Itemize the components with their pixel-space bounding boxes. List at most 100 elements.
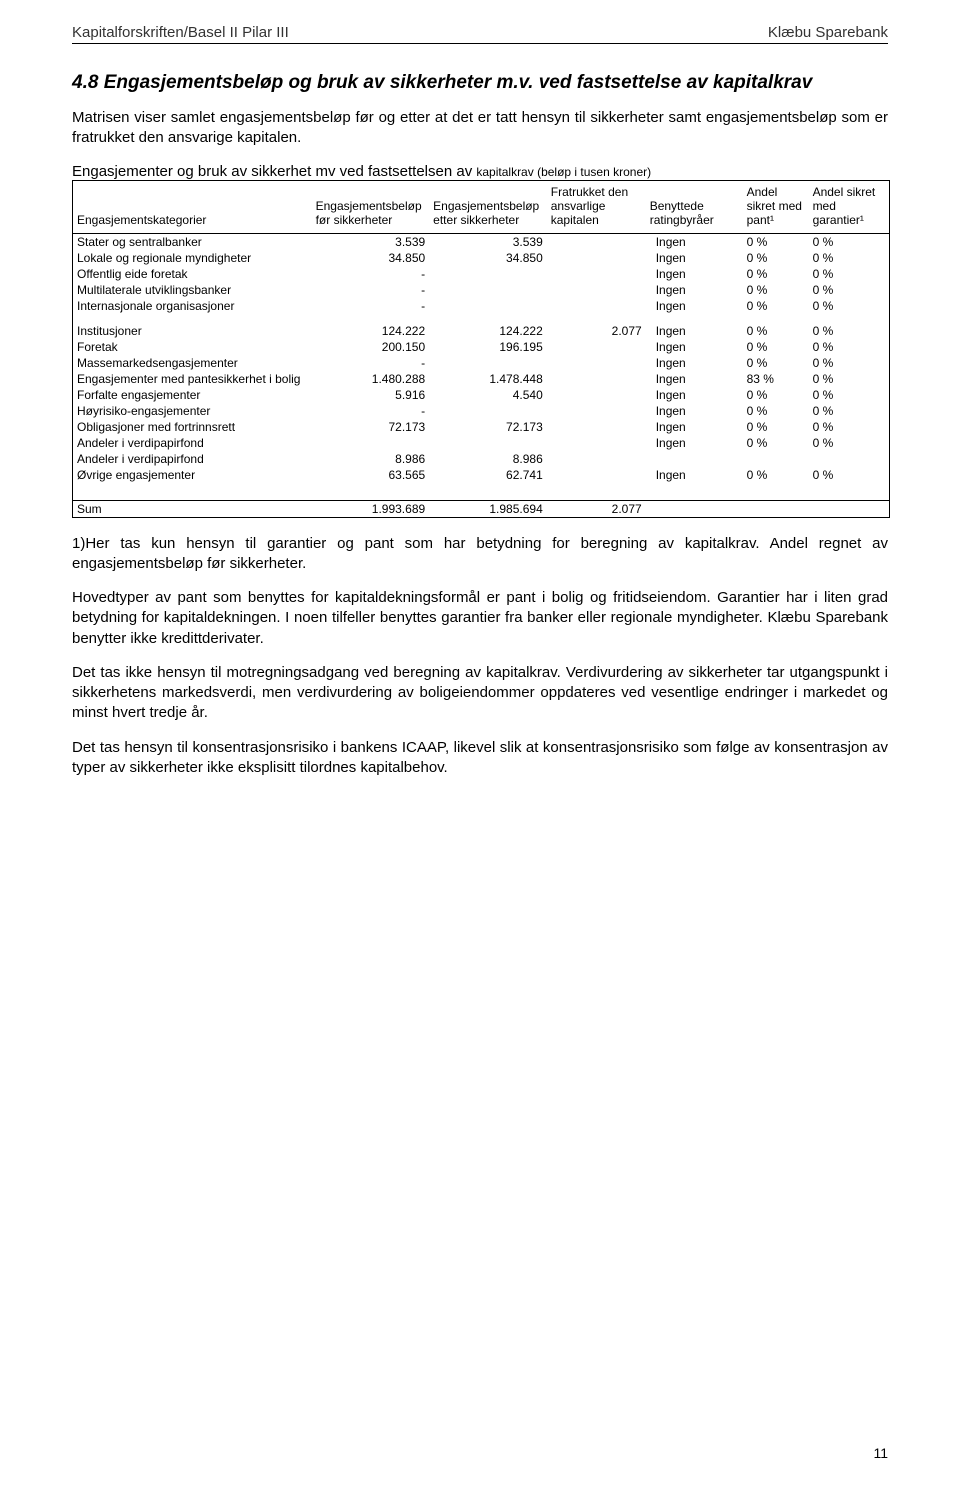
section-title: 4.8 Engasjementsbeløp og bruk av sikkerh… bbox=[72, 72, 888, 94]
cell-before: 8.986 bbox=[312, 451, 430, 467]
sum-label: Sum bbox=[73, 500, 312, 517]
page-number: 11 bbox=[873, 1445, 888, 1461]
cell-rating: Ingen bbox=[646, 250, 743, 266]
cell-after: 124.222 bbox=[429, 314, 547, 339]
table-sum-row: Sum1.993.6891.985.6942.077 bbox=[73, 500, 889, 517]
cell-pant: 0 % bbox=[743, 233, 809, 250]
table-row: Andeler i verdipapirfond8.9868.986 bbox=[73, 451, 889, 467]
cell-rating: Ingen bbox=[646, 339, 743, 355]
col-before: Engasjementsbeløp før sikkerheter bbox=[312, 181, 430, 234]
cell-before: 34.850 bbox=[312, 250, 430, 266]
cell-category: Internasjonale organisasjoner bbox=[73, 298, 312, 314]
sum-after: 1.985.694 bbox=[429, 500, 547, 517]
cell-deducted bbox=[547, 467, 646, 483]
cell-before bbox=[312, 435, 430, 451]
cell-pant bbox=[743, 451, 809, 467]
cell-pant: 0 % bbox=[743, 314, 809, 339]
table-row: Engasjementer med pantesikkerhet i bolig… bbox=[73, 371, 889, 387]
cell-after: 196.195 bbox=[429, 339, 547, 355]
cell-deducted bbox=[547, 250, 646, 266]
paragraph-2: Hovedtyper av pant som benyttes for kapi… bbox=[72, 588, 888, 649]
cell-deducted bbox=[547, 339, 646, 355]
table-row: Lokale og regionale myndigheter34.85034.… bbox=[73, 250, 889, 266]
cell-rating: Ingen bbox=[646, 298, 743, 314]
cell-pant: 0 % bbox=[743, 435, 809, 451]
table-row: Internasjonale organisasjoner-Ingen0 %0 … bbox=[73, 298, 889, 314]
cell-garantier: 0 % bbox=[809, 298, 889, 314]
cell-after: 3.539 bbox=[429, 233, 547, 250]
table-row: Stater og sentralbanker3.5393.539Ingen0 … bbox=[73, 233, 889, 250]
cell-garantier: 0 % bbox=[809, 387, 889, 403]
col-garantier: Andel sikret med garantier¹ bbox=[809, 181, 889, 234]
cell-before: - bbox=[312, 266, 430, 282]
cell-category: Andeler i verdipapirfond bbox=[73, 435, 312, 451]
cell-deducted bbox=[547, 355, 646, 371]
cell-category: Engasjementer med pantesikkerhet i bolig bbox=[73, 371, 312, 387]
cell-pant: 0 % bbox=[743, 387, 809, 403]
cell-deducted bbox=[547, 233, 646, 250]
cell-category: Foretak bbox=[73, 339, 312, 355]
cell-deducted bbox=[547, 403, 646, 419]
col-deducted: Fratrukket den ansvarlige kapitalen bbox=[547, 181, 646, 234]
table-caption-small: kapitalkrav (beløp i tusen kroner) bbox=[476, 165, 651, 179]
cell-category: Øvrige engasjementer bbox=[73, 467, 312, 483]
cell-deducted bbox=[547, 419, 646, 435]
cell-pant: 0 % bbox=[743, 266, 809, 282]
cell-pant: 0 % bbox=[743, 339, 809, 355]
cell-deducted bbox=[547, 266, 646, 282]
cell-before: - bbox=[312, 282, 430, 298]
cell-after: 4.540 bbox=[429, 387, 547, 403]
header-right: Klæbu Sparebank bbox=[768, 24, 888, 41]
cell-rating: Ingen bbox=[646, 355, 743, 371]
cell-category: Andeler i verdipapirfond bbox=[73, 451, 312, 467]
cell-deducted bbox=[547, 282, 646, 298]
cell-rating: Ingen bbox=[646, 266, 743, 282]
cell-rating bbox=[646, 451, 743, 467]
cell-garantier: 0 % bbox=[809, 314, 889, 339]
table-caption-main: Engasjementer og bruk av sikkerhet mv ve… bbox=[72, 163, 476, 180]
cell-pant: 83 % bbox=[743, 371, 809, 387]
table-row: Massemarkedsengasjementer-Ingen0 %0 % bbox=[73, 355, 889, 371]
cell-after bbox=[429, 355, 547, 371]
cell-garantier: 0 % bbox=[809, 282, 889, 298]
cell-rating: Ingen bbox=[646, 467, 743, 483]
cell-rating: Ingen bbox=[646, 233, 743, 250]
col-category: Engasjementskategorier bbox=[73, 181, 312, 234]
table-row: Obligasjoner med fortrinnsrett72.17372.1… bbox=[73, 419, 889, 435]
cell-rating: Ingen bbox=[646, 403, 743, 419]
col-rating: Benyttede ratingbyråer bbox=[646, 181, 743, 234]
cell-after: 72.173 bbox=[429, 419, 547, 435]
cell-deducted bbox=[547, 435, 646, 451]
cell-category: Lokale og regionale myndigheter bbox=[73, 250, 312, 266]
cell-rating: Ingen bbox=[646, 314, 743, 339]
engagement-table: Engasjementskategorier Engasjementsbeløp… bbox=[73, 181, 889, 517]
cell-pant: 0 % bbox=[743, 355, 809, 371]
cell-deducted bbox=[547, 451, 646, 467]
table-row: Forfalte engasjementer5.9164.540Ingen0 %… bbox=[73, 387, 889, 403]
cell-garantier: 0 % bbox=[809, 339, 889, 355]
cell-before: 3.539 bbox=[312, 233, 430, 250]
cell-category: Obligasjoner med fortrinnsrett bbox=[73, 419, 312, 435]
cell-deducted bbox=[547, 387, 646, 403]
table-row: Andeler i verdipapirfondIngen0 %0 % bbox=[73, 435, 889, 451]
paragraph-3: Det tas ikke hensyn til motregningsadgan… bbox=[72, 663, 888, 724]
cell-before: 72.173 bbox=[312, 419, 430, 435]
cell-category: Massemarkedsengasjementer bbox=[73, 355, 312, 371]
table-row: Øvrige engasjementer63.56562.741Ingen0 %… bbox=[73, 467, 889, 483]
cell-garantier: 0 % bbox=[809, 250, 889, 266]
cell-garantier: 0 % bbox=[809, 419, 889, 435]
cell-rating: Ingen bbox=[646, 435, 743, 451]
cell-garantier bbox=[809, 451, 889, 467]
header-bar: Kapitalforskriften/Basel II Pilar III Kl… bbox=[72, 24, 888, 44]
cell-after bbox=[429, 435, 547, 451]
intro-paragraph: Matrisen viser samlet engasjementsbeløp … bbox=[72, 108, 888, 149]
cell-category: Institusjoner bbox=[73, 314, 312, 339]
cell-after bbox=[429, 282, 547, 298]
cell-before: 124.222 bbox=[312, 314, 430, 339]
cell-before: 200.150 bbox=[312, 339, 430, 355]
cell-rating: Ingen bbox=[646, 419, 743, 435]
cell-garantier: 0 % bbox=[809, 467, 889, 483]
cell-category: Multilaterale utviklingsbanker bbox=[73, 282, 312, 298]
sum-before: 1.993.689 bbox=[312, 500, 430, 517]
cell-rating: Ingen bbox=[646, 371, 743, 387]
